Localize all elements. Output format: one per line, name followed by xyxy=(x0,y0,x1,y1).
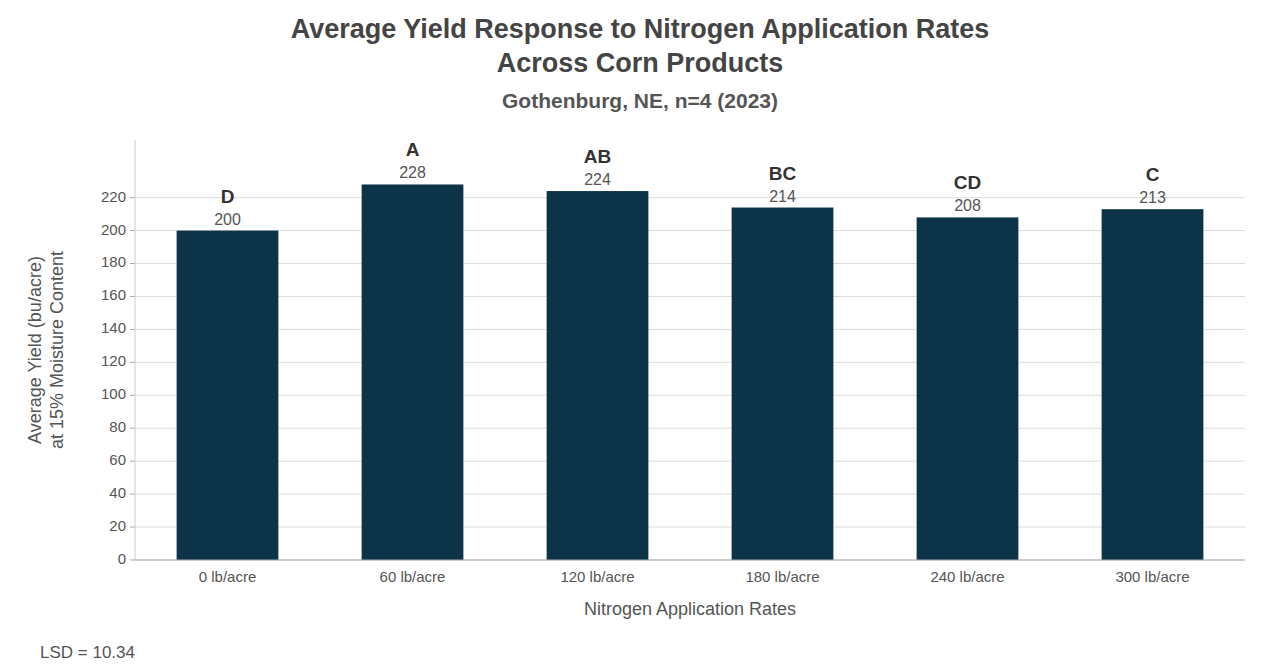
y-tick-label: 100 xyxy=(101,385,126,402)
x-tick-label: 60 lb/acre xyxy=(380,568,446,585)
data-label: 224 xyxy=(584,171,611,188)
bar xyxy=(917,217,1019,560)
letter-label: BC xyxy=(769,163,797,184)
y-tick xyxy=(130,527,135,528)
y-tick xyxy=(130,197,135,198)
y-tick-label: 40 xyxy=(109,484,126,501)
grid-line xyxy=(135,395,1245,396)
y-tick xyxy=(130,329,135,330)
y-tick xyxy=(130,494,135,495)
y-tick xyxy=(130,230,135,231)
x-tick-label: 240 lb/acre xyxy=(930,568,1004,585)
bar xyxy=(1102,209,1204,560)
grid-line xyxy=(135,296,1245,297)
bar xyxy=(547,191,649,560)
letter-label: CD xyxy=(954,172,981,193)
y-tick-label: 160 xyxy=(101,286,126,303)
chart-svg: Average Yield Response to Nitrogen Appli… xyxy=(0,0,1280,670)
y-tick xyxy=(130,428,135,429)
data-label: 214 xyxy=(769,188,796,205)
x-axis-label: Nitrogen Application Rates xyxy=(584,599,796,619)
grid-line xyxy=(135,362,1245,363)
x-axis-line xyxy=(135,560,1245,561)
title-line: Average Yield Response to Nitrogen Appli… xyxy=(291,14,990,44)
bar xyxy=(177,231,279,560)
x-tick-label: 300 lb/acre xyxy=(1115,568,1189,585)
y-tick xyxy=(130,461,135,462)
subtitle: Gothenburg, NE, n=4 (2023) xyxy=(502,89,778,112)
data-label: 228 xyxy=(399,164,426,181)
grid-line xyxy=(135,560,1245,561)
grid-line xyxy=(135,329,1245,330)
grid-line xyxy=(135,527,1245,528)
y-tick-label: 80 xyxy=(109,418,126,435)
y-axis-label-line: at 15% Moisture Content xyxy=(47,251,67,449)
data-label: 208 xyxy=(954,197,981,214)
y-tick xyxy=(130,560,135,561)
grid-line xyxy=(135,428,1245,429)
data-label: 200 xyxy=(214,211,241,228)
data-label: 213 xyxy=(1139,189,1166,206)
bar xyxy=(732,208,834,560)
y-tick-label: 200 xyxy=(101,221,126,238)
y-tick xyxy=(130,362,135,363)
y-tick-label: 180 xyxy=(101,253,126,270)
footnote: LSD = 10.34 xyxy=(40,643,135,662)
y-tick-label: 0 xyxy=(118,550,126,567)
letter-label: A xyxy=(406,139,420,160)
y-axis-label-line: Average Yield (bu/acre) xyxy=(25,256,45,444)
y-tick xyxy=(130,296,135,297)
letter-label: AB xyxy=(584,146,611,167)
y-tick-label: 20 xyxy=(109,517,126,534)
chart-container: Average Yield Response to Nitrogen Appli… xyxy=(0,0,1280,670)
y-axis-line xyxy=(135,140,136,560)
grid-line xyxy=(135,461,1245,462)
title: Average Yield Response to Nitrogen Appli… xyxy=(291,14,990,78)
y-axis-label: Average Yield (bu/acre)at 15% Moisture C… xyxy=(25,251,67,449)
y-tick-label: 140 xyxy=(101,319,126,336)
grid-line xyxy=(135,197,1245,198)
letter-label: C xyxy=(1146,164,1160,185)
x-tick-label: 180 lb/acre xyxy=(745,568,819,585)
y-tick-label: 220 xyxy=(101,188,126,205)
bars xyxy=(177,184,1204,560)
bar xyxy=(362,184,464,560)
x-tick-label: 0 lb/acre xyxy=(199,568,257,585)
grid-line xyxy=(135,230,1245,231)
x-tick-label: 120 lb/acre xyxy=(560,568,634,585)
grid-line xyxy=(135,263,1245,264)
y-tick xyxy=(130,263,135,264)
letter-label: D xyxy=(221,186,235,207)
title-line: Across Corn Products xyxy=(497,48,784,78)
y-tick xyxy=(130,395,135,396)
y-tick-label: 120 xyxy=(101,352,126,369)
grid-line xyxy=(135,494,1245,495)
y-tick-label: 60 xyxy=(109,451,126,468)
